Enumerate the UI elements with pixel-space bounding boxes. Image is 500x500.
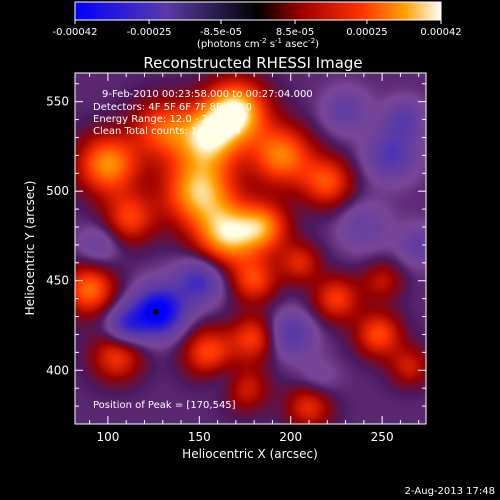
x-tick-label: 100 xyxy=(96,430,119,444)
y-tick-label: 550 xyxy=(46,95,69,109)
colorbar-tick-label: 8.5e-05 xyxy=(276,27,314,38)
heatmap-image xyxy=(75,73,426,424)
colorbar-tick-label: 0.00025 xyxy=(346,27,387,38)
chart-title: Reconstructed RHESSI Image xyxy=(143,54,362,72)
x-axis-label: Heliocentric X (arcsec) xyxy=(182,447,318,461)
annotation-detectors: Detectors: 4F 5F 6F 7F 8F, Att 0 xyxy=(93,102,252,113)
plot-frame xyxy=(74,72,427,425)
y-tick-label: 450 xyxy=(46,274,69,288)
x-tick-label: 250 xyxy=(371,430,394,444)
x-tick-label: 200 xyxy=(279,430,302,444)
colorbar-ticks xyxy=(74,20,442,24)
x-tick-label: 150 xyxy=(188,430,211,444)
peak-marker xyxy=(153,309,159,315)
heatmap-raster xyxy=(75,73,426,424)
colorbar-tick-labels: -0.00042 -0.00025 -8.5e-05 8.5e-05 0.00025 0.… xyxy=(53,27,462,38)
footer-timestamp: 2-Aug-2013 17:48 xyxy=(405,486,495,497)
annotation-clean: Clean Total counts: 1.75E+04 xyxy=(93,126,241,137)
colorbar-tick-label: 0.00042 xyxy=(420,27,461,38)
y-tick-label: 400 xyxy=(46,363,69,377)
y-tick-label: 500 xyxy=(46,184,69,198)
annotation-time: 9-Feb-2010 00:23:58.000 to 00:27:04.000 xyxy=(102,89,313,100)
y-axis-label: Heliocentric Y (arcsec) xyxy=(23,181,37,316)
colorbar-tick-label: -8.5e-05 xyxy=(200,27,242,38)
colorbar xyxy=(74,1,442,21)
colorbar-tick-label: -0.00042 xyxy=(53,27,98,38)
axes: 100 150 200 250 400 450 500 550 xyxy=(46,73,426,444)
annotation-peak: Position of Peak = [170,545] xyxy=(93,400,236,411)
colorbar-unit-label: (photons cm-2 s-1 asec-2) xyxy=(197,37,319,50)
annotation-energy: Energy Range: 12.0 - 25.0 keV xyxy=(93,114,246,125)
colorbar-tick-label: -0.00025 xyxy=(127,27,172,38)
